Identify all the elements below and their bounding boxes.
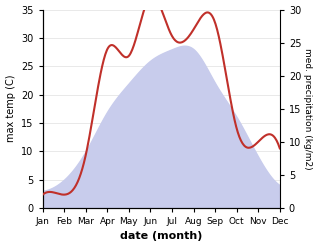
Y-axis label: med. precipitation (kg/m2): med. precipitation (kg/m2) — [303, 48, 313, 169]
X-axis label: date (month): date (month) — [120, 231, 203, 242]
Y-axis label: max temp (C): max temp (C) — [5, 75, 16, 143]
